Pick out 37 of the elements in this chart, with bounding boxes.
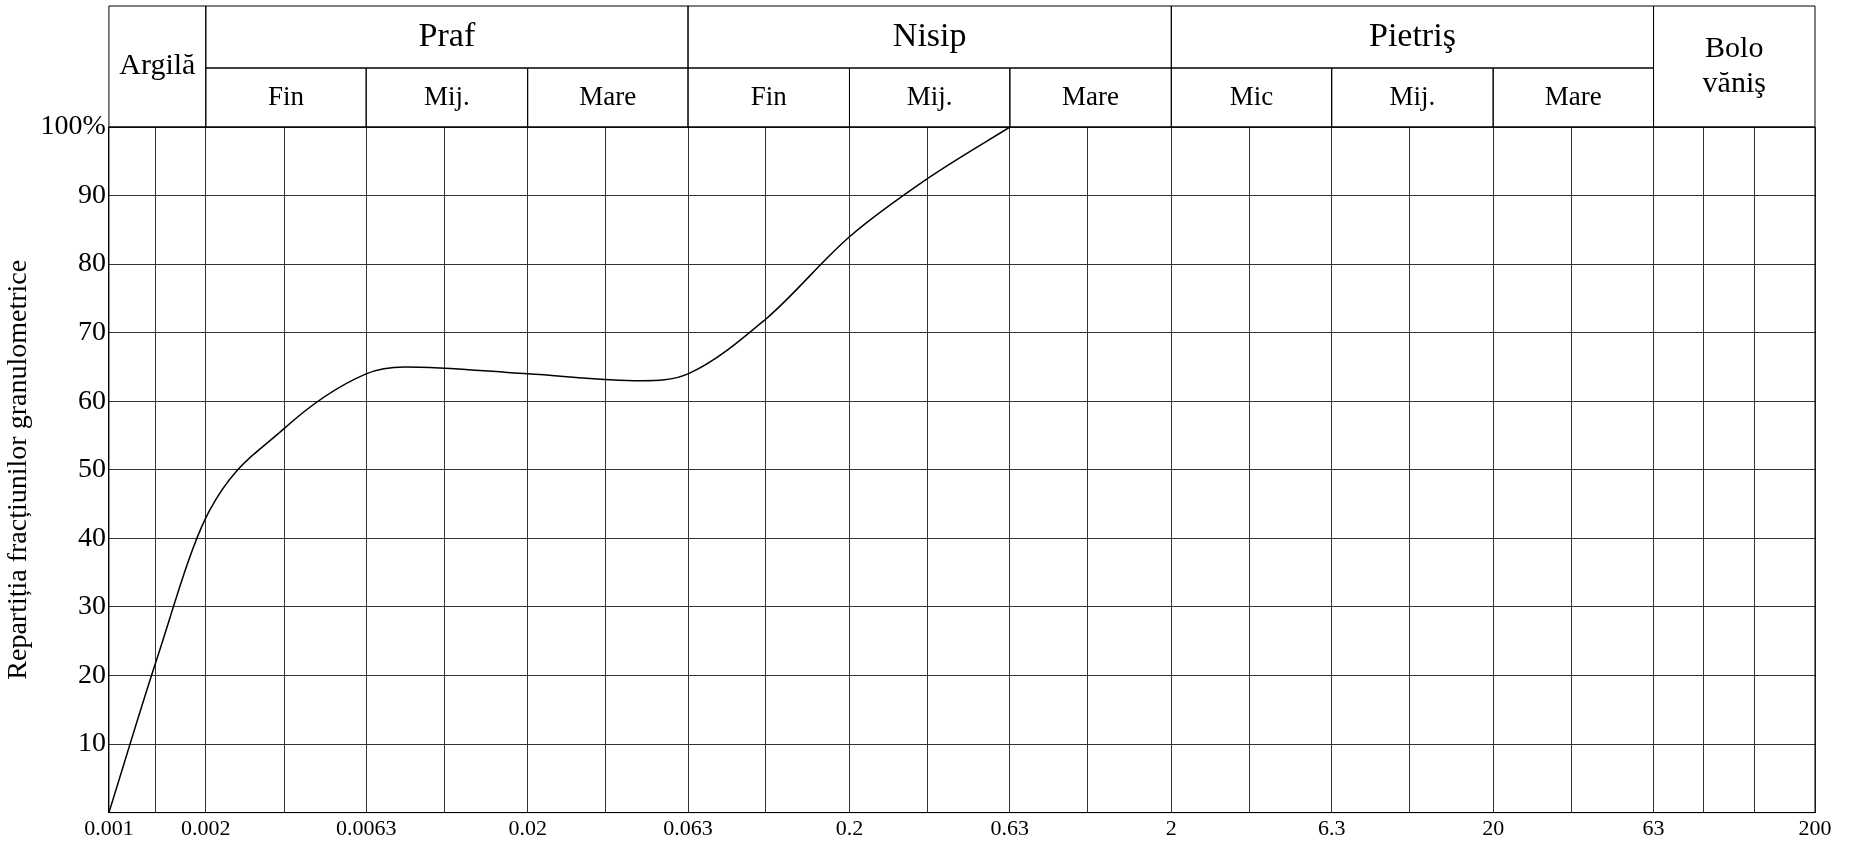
text: Argilă [119,47,196,81]
y-tick-label: 30 [77,589,106,621]
x-tick-label: 6.3 [1317,814,1346,840]
x-tick-label: 20 [1482,814,1505,840]
y-tick-label: 10 [77,726,106,758]
y-tick-label: 100% [40,109,106,141]
y-axis-title: Repartiția fracțiunilor granulometrice [1,259,33,680]
text: Pietriş [1368,15,1456,53]
x-tick-label: 0.2 [835,814,864,840]
x-tick-label: 0.02 [508,814,547,840]
text: Bolo văniş [1702,30,1766,98]
text: Fin [267,80,305,111]
x-tick-label: 0.063 [663,814,713,840]
text: Mare [579,80,637,111]
y-tick-label: 70 [77,315,106,347]
x-tick-label: 2 [1165,814,1177,840]
x-tick-label: 0.63 [990,814,1030,840]
y-tick-label: 50 [77,452,106,484]
x-tick-label: 0.002 [181,814,231,840]
text: Mij. [906,80,953,111]
y-tick-label: 40 [77,520,106,552]
y-tick-label: 60 [77,383,106,415]
x-tick-label: 0.001 [84,814,134,840]
y-tick-label: 80 [77,246,106,278]
text: Fin [750,80,788,111]
text: Mic [1229,80,1274,111]
x-tick-label: 63 [1642,814,1665,840]
text: Mare [1544,80,1602,111]
y-tick-label: 90 [77,177,106,209]
text: Praf [418,15,476,53]
text: Mij. [1389,80,1436,111]
y-tick-label: 20 [77,657,106,689]
text: Nisip [892,15,967,53]
x-tick-label: 200 [1798,814,1832,840]
text: Mare [1062,80,1120,111]
x-tick-label: 0.0063 [335,814,397,840]
text: Mij. [424,80,470,111]
